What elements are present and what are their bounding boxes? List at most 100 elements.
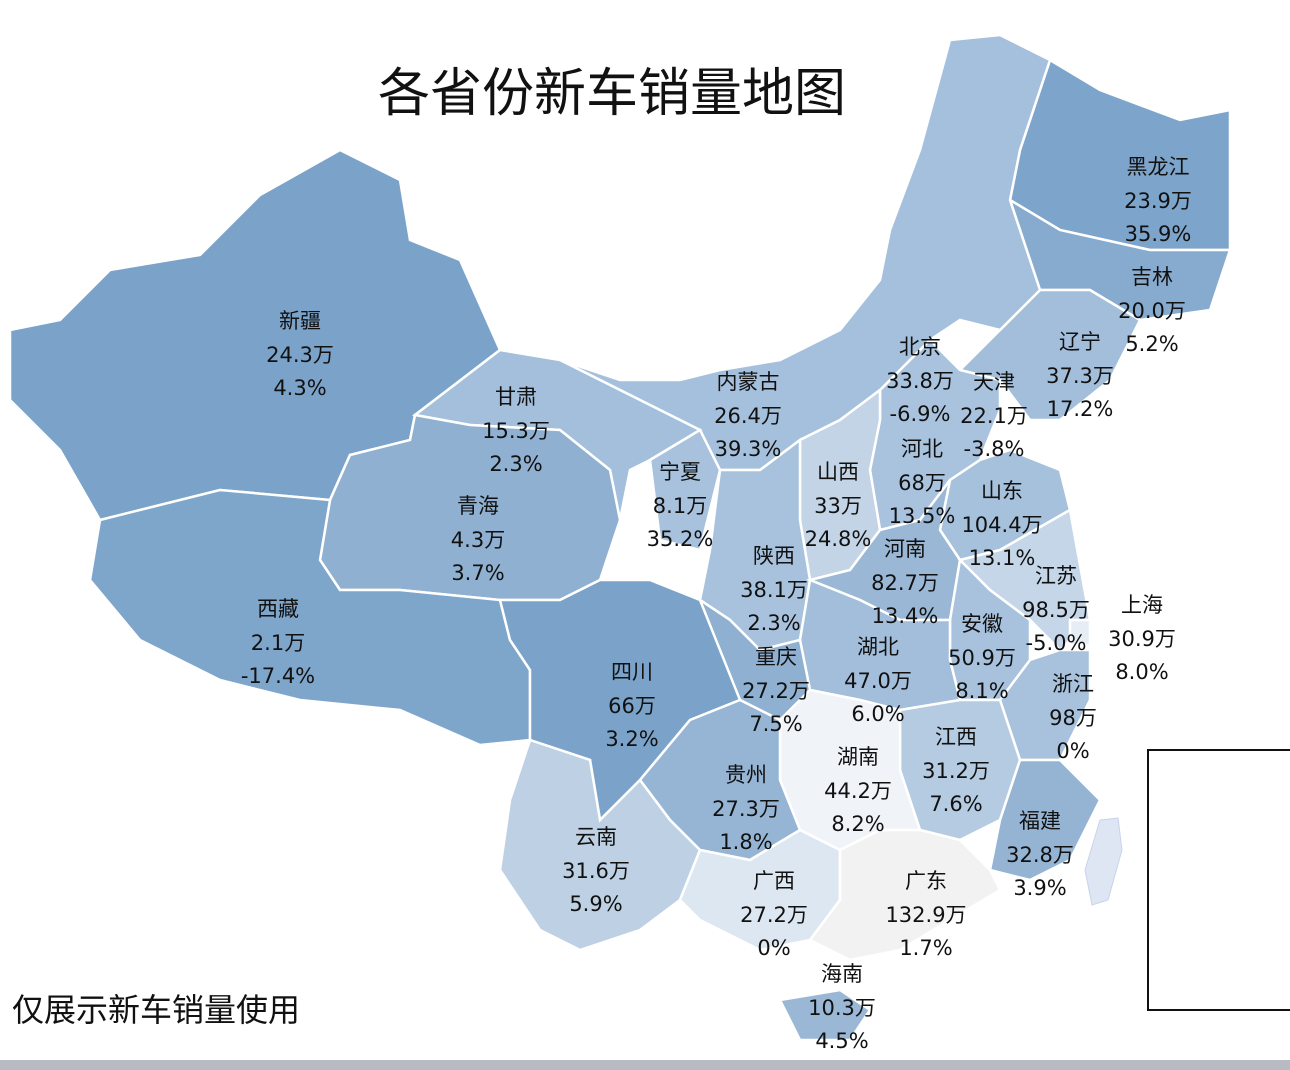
province-growth: 17.2% bbox=[1047, 397, 1114, 421]
province-name: 吉林 bbox=[1131, 265, 1173, 289]
province-name: 内蒙古 bbox=[717, 370, 780, 394]
province-area bbox=[988, 758, 1102, 882]
province-sales: 23.9万 bbox=[1124, 189, 1192, 213]
province-growth: 39.3% bbox=[715, 437, 782, 461]
province-name: 云南 bbox=[575, 825, 617, 849]
province-name: 湖南 bbox=[837, 745, 879, 769]
province-name: 贵州 bbox=[725, 763, 767, 787]
province-name: 新疆 bbox=[279, 309, 321, 333]
province-name: 安徽 bbox=[961, 612, 1003, 636]
province-sales: 44.2万 bbox=[824, 779, 892, 803]
province-area bbox=[957, 288, 1142, 422]
province-growth: 1.7% bbox=[899, 936, 952, 960]
province-name: 河南 bbox=[884, 537, 926, 561]
province-name: 上海 bbox=[1121, 593, 1163, 617]
province-growth: -6.9% bbox=[890, 402, 951, 426]
inset-box bbox=[1147, 749, 1290, 1011]
province-area bbox=[648, 428, 722, 552]
province-sales: 27.2万 bbox=[742, 679, 810, 703]
province-growth: -17.4% bbox=[241, 664, 315, 688]
province-name: 海南 bbox=[821, 962, 863, 986]
province-sales: 37.3万 bbox=[1046, 364, 1114, 388]
province-name: 北京 bbox=[899, 335, 941, 359]
province-sales: 27.3万 bbox=[712, 797, 780, 821]
province-name: 四川 bbox=[611, 660, 653, 684]
province-growth: 8.1% bbox=[955, 679, 1008, 703]
province-name: 陕西 bbox=[753, 544, 795, 568]
province-growth: 7.5% bbox=[749, 712, 802, 736]
province-sales: 30.9万 bbox=[1108, 627, 1176, 651]
province-sales: 98万 bbox=[1049, 706, 1097, 730]
province-name: 青海 bbox=[457, 494, 499, 518]
province-sales: 66万 bbox=[608, 694, 656, 718]
province-name: 西藏 bbox=[257, 597, 299, 621]
province-name: 宁夏 bbox=[659, 460, 701, 484]
province-sales: 31.6万 bbox=[562, 859, 630, 883]
province-sales: 132.9万 bbox=[885, 903, 966, 927]
province-sales: 26.4万 bbox=[714, 404, 782, 428]
province-name: 广东 bbox=[905, 869, 947, 893]
province-name: 辽宁 bbox=[1059, 330, 1101, 354]
province-sales: 98.5万 bbox=[1022, 598, 1090, 622]
province-name: 浙江 bbox=[1052, 672, 1094, 696]
province-sales: 32.8万 bbox=[1006, 843, 1074, 867]
province-sales: 31.2万 bbox=[922, 759, 990, 783]
province-areas bbox=[8, 33, 1232, 1042]
province-sales: 2.1万 bbox=[251, 631, 305, 655]
province-name: 天津 bbox=[973, 370, 1015, 394]
province-sales: 10.3万 bbox=[808, 996, 876, 1020]
bottom-bar bbox=[0, 1060, 1290, 1070]
province-growth: 13.5% bbox=[889, 504, 956, 528]
province-growth: 7.6% bbox=[929, 792, 982, 816]
province-sales: 82.7万 bbox=[871, 571, 939, 595]
province-growth: 1.8% bbox=[719, 830, 772, 854]
province-growth: 6.0% bbox=[851, 702, 904, 726]
province-growth: 13.1% bbox=[969, 546, 1036, 570]
province-growth: -5.0% bbox=[1026, 631, 1087, 655]
province-sales: 24.3万 bbox=[266, 343, 334, 367]
province-growth: 24.8% bbox=[805, 527, 872, 551]
province-name: 重庆 bbox=[755, 645, 797, 669]
province-sales: 38.1万 bbox=[740, 578, 808, 602]
province-name: 山西 bbox=[817, 460, 859, 484]
province-sales: 33万 bbox=[814, 494, 862, 518]
province-name: 河北 bbox=[901, 437, 943, 461]
map-title: 各省份新车销量地图 bbox=[378, 64, 846, 124]
province-sales: 27.2万 bbox=[740, 903, 808, 927]
province-growth: 2.3% bbox=[489, 452, 542, 476]
province-name: 山东 bbox=[981, 479, 1023, 503]
province-area bbox=[1068, 618, 1092, 647]
province-sales: 50.9万 bbox=[948, 646, 1016, 670]
province-sales: 4.3万 bbox=[451, 528, 505, 552]
note: 仅展示新车销量使用 bbox=[12, 991, 300, 1029]
province-growth: 2.3% bbox=[747, 611, 800, 635]
province-name: 湖北 bbox=[857, 635, 899, 659]
province-name: 甘肃 bbox=[495, 385, 537, 409]
province-growth: 8.0% bbox=[1115, 660, 1168, 684]
province-name: 江苏 bbox=[1035, 564, 1077, 588]
province-growth: 4.3% bbox=[273, 376, 326, 400]
province-growth: 8.2% bbox=[831, 812, 884, 836]
island bbox=[1084, 817, 1123, 906]
province-growth: 13.4% bbox=[872, 604, 939, 628]
province-growth: 4.5% bbox=[815, 1029, 868, 1053]
province-sales: 33.8万 bbox=[886, 369, 954, 393]
province-sales: 20.0万 bbox=[1118, 299, 1186, 323]
province-name: 广西 bbox=[753, 869, 795, 893]
province-sales: 68万 bbox=[898, 471, 946, 495]
province-growth: 5.2% bbox=[1125, 332, 1178, 356]
province-sales: 22.1万 bbox=[960, 404, 1028, 428]
province-sales: 47.0万 bbox=[844, 669, 912, 693]
province-growth: 3.2% bbox=[605, 727, 658, 751]
province-growth: 35.2% bbox=[647, 527, 714, 551]
province-sales: 104.4万 bbox=[961, 513, 1042, 537]
province-sales: 8.1万 bbox=[653, 494, 707, 518]
province-growth: 0% bbox=[1056, 739, 1089, 763]
province-growth: 35.9% bbox=[1125, 222, 1192, 246]
province-growth: -3.8% bbox=[964, 437, 1025, 461]
province-growth: 3.9% bbox=[1013, 876, 1066, 900]
province-name: 福建 bbox=[1019, 809, 1061, 833]
province-growth: 0% bbox=[757, 936, 790, 960]
province-growth: 5.9% bbox=[569, 892, 622, 916]
